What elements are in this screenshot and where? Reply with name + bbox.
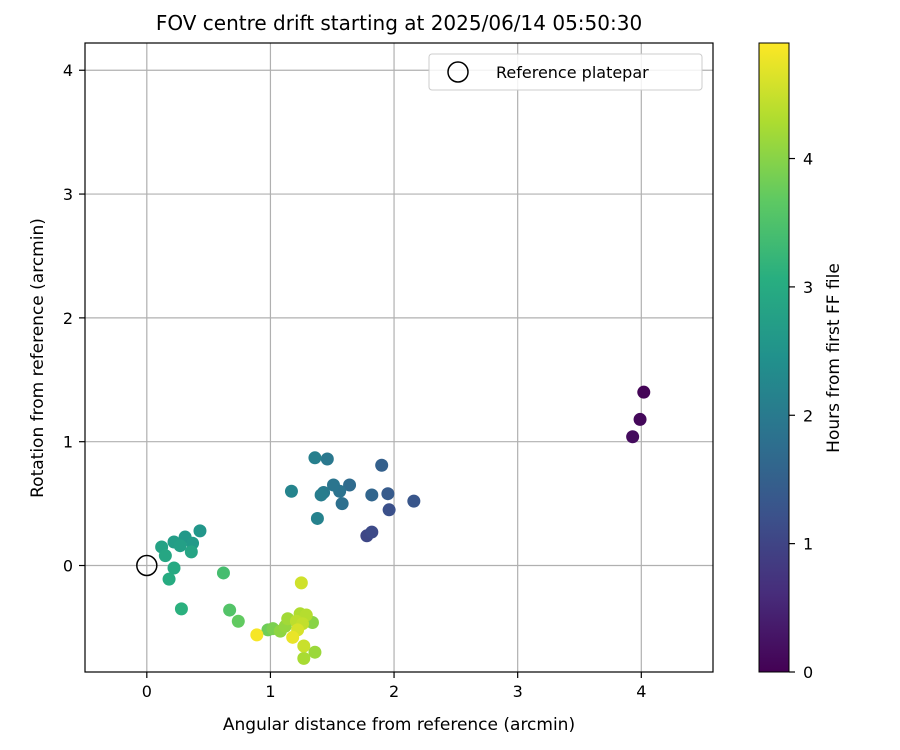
x-tick-label-0: 0	[142, 682, 152, 701]
legend: Reference platepar	[428, 53, 703, 91]
colorbar: 0 1 2 3 4 Hours from first FF file	[758, 42, 844, 682]
data-point-24	[173, 539, 187, 553]
colorbar-gradient	[758, 42, 790, 673]
data-point-0	[637, 385, 651, 399]
y-tick-label-3: 3	[63, 185, 73, 204]
data-point-10	[343, 478, 357, 492]
legend-entry-reference: Reference platepar	[496, 63, 649, 82]
data-point-41	[297, 651, 311, 665]
legend-marker-icon	[447, 61, 469, 83]
data-point-19	[284, 484, 298, 498]
y-axis-ticks: 0 1 2 3 4	[63, 61, 85, 576]
y-tick-label-2: 2	[63, 309, 73, 328]
colorbar-tick-label-2: 2	[803, 406, 813, 425]
data-point-29	[162, 572, 176, 586]
colorbar-tick-label-3: 3	[803, 278, 813, 297]
data-point-1	[633, 412, 647, 426]
x-tick-label-2: 2	[389, 682, 399, 701]
y-tick-label-4: 4	[63, 61, 73, 80]
data-point-26	[184, 545, 198, 559]
data-point-39	[308, 645, 322, 659]
data-point-28	[167, 561, 181, 575]
colorbar-tick-label-0: 0	[803, 663, 813, 682]
x-axis-label: Angular distance from reference (arcmin)	[223, 715, 575, 735]
chart-title: FOV centre drift starting at 2025/06/14 …	[156, 11, 642, 35]
data-point-11	[335, 497, 349, 511]
data-point-32	[223, 603, 237, 617]
colorbar-tick-label-4: 4	[803, 150, 813, 169]
data-point-49	[286, 630, 300, 644]
y-tick-label-1: 1	[63, 433, 73, 452]
colorbar-tick-label-1: 1	[803, 535, 813, 554]
colorbar-ticks: 0 1 2 3 4	[789, 150, 813, 682]
plot-frame	[84, 42, 714, 673]
colorbar-label: Hours from first FF file	[824, 263, 844, 453]
data-point-5	[382, 503, 396, 517]
x-tick-label-1: 1	[265, 682, 275, 701]
data-point-18	[310, 511, 324, 525]
reference-platepar-marker	[136, 554, 158, 577]
data-point-33	[231, 614, 245, 628]
x-tick-label-3: 3	[513, 682, 523, 701]
data-point-14	[320, 452, 334, 466]
x-axis-ticks: 0 1 2 3 4	[142, 672, 646, 701]
data-points	[155, 385, 651, 665]
data-point-4	[365, 525, 379, 539]
legend-box	[428, 53, 703, 91]
data-point-8	[375, 458, 389, 472]
data-point-20	[193, 524, 207, 538]
data-point-13	[326, 478, 340, 492]
data-point-9	[365, 488, 379, 502]
data-point-2	[626, 430, 640, 444]
data-point-27	[158, 549, 172, 563]
data-point-46	[297, 639, 311, 653]
data-point-31	[216, 566, 230, 580]
data-point-17	[308, 451, 322, 465]
data-point-30	[174, 602, 188, 616]
data-point-6	[407, 494, 421, 508]
y-tick-label-0: 0	[63, 557, 73, 576]
grid-lines	[85, 43, 713, 672]
x-tick-label-4: 4	[636, 682, 646, 701]
data-point-16	[314, 488, 328, 502]
y-axis-label: Rotation from reference (arcmin)	[28, 218, 48, 498]
data-point-50	[250, 628, 264, 642]
data-point-47	[294, 576, 308, 590]
data-point-7	[381, 487, 395, 501]
